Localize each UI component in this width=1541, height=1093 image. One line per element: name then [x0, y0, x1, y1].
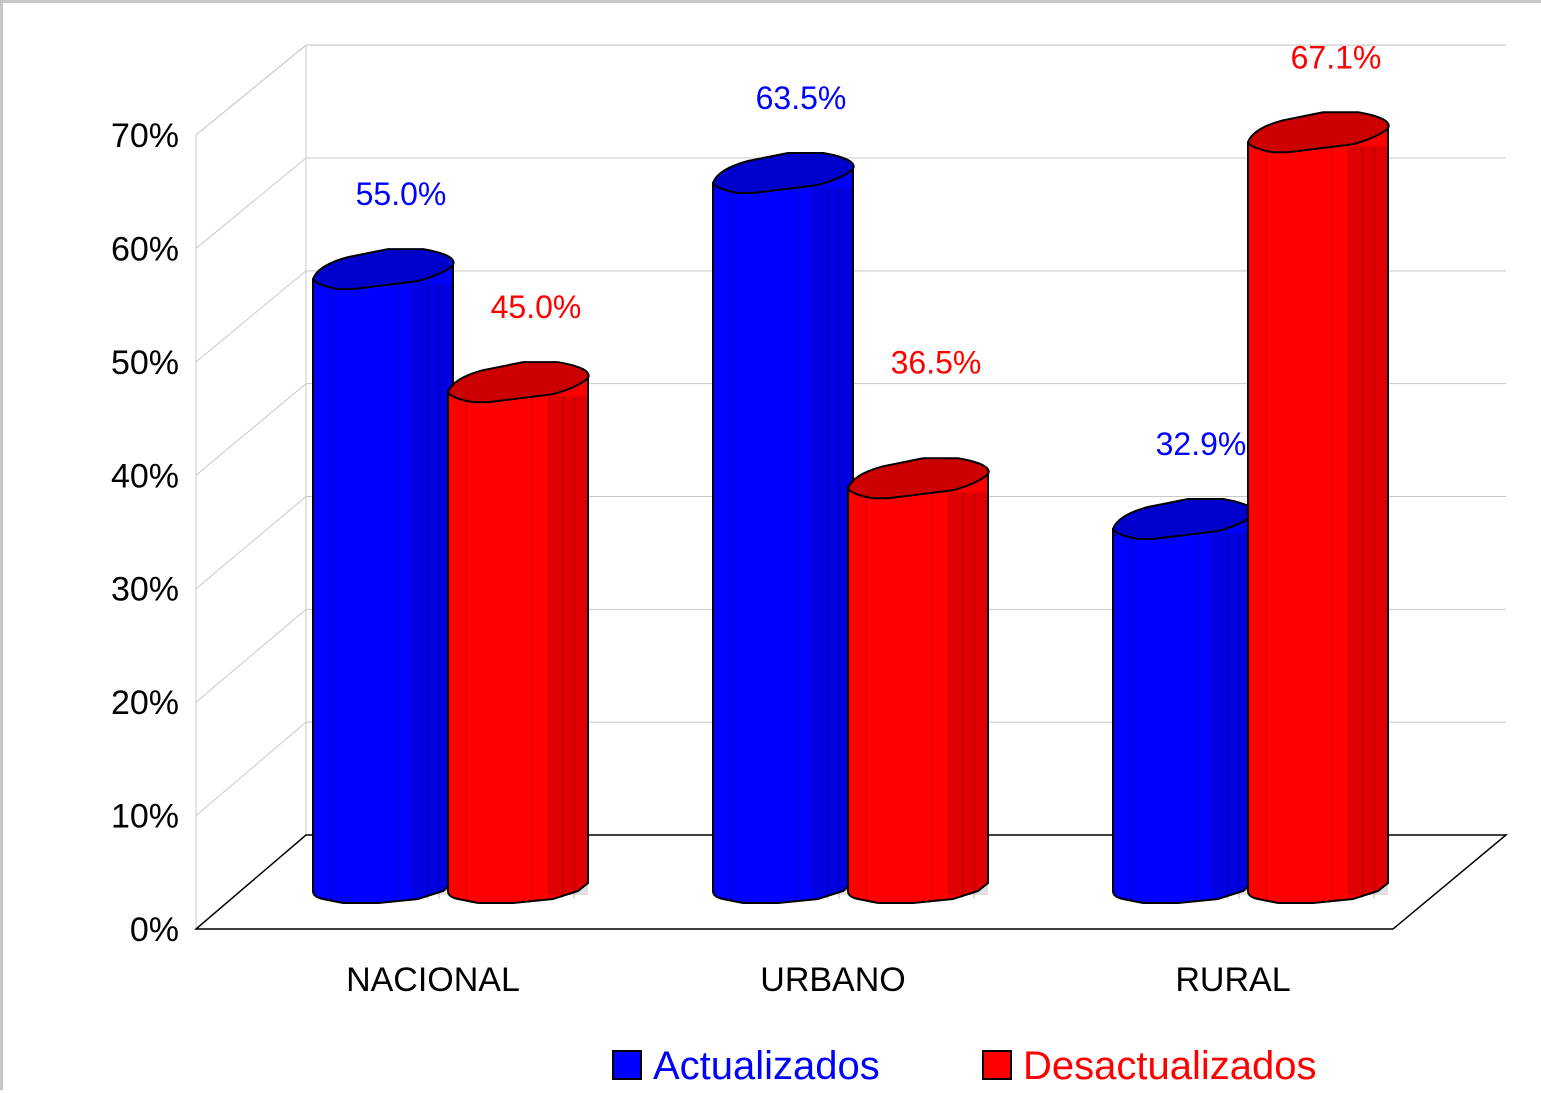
bar-body	[847, 473, 989, 904]
legend-swatch	[982, 1050, 1012, 1080]
y-axis-ticks: 0% 10% 20% 30% 40% 50% 60% 70%	[111, 117, 179, 949]
y-tick-label: 50%	[111, 344, 179, 382]
bar-top	[846, 457, 990, 500]
gridline-side	[195, 383, 307, 476]
y-tick-label: 10%	[111, 798, 179, 836]
bar-top	[446, 361, 590, 404]
legend-swatch	[612, 1050, 642, 1080]
legend-label: Actualizados	[653, 1044, 880, 1088]
floor	[193, 834, 1509, 930]
legend: Actualizados Desactualizados	[612, 1044, 1317, 1088]
x-axis-ticks: NACIONAL URBANO RURAL	[346, 961, 1291, 999]
bar-actualizados-nacional	[311, 248, 455, 904]
bars	[311, 111, 1390, 904]
x-tick-label: URBANO	[760, 961, 905, 999]
bar-top	[1246, 111, 1390, 154]
bar-desactualizados-rural	[1246, 111, 1390, 904]
gridline-side	[195, 44, 307, 136]
bar-top	[311, 248, 455, 291]
y-tick-label: 70%	[111, 117, 179, 155]
bar-body	[312, 264, 454, 904]
bar-actualizados-urbano	[711, 152, 855, 904]
y-tick-label: 60%	[111, 230, 179, 268]
data-label: 55.0%	[356, 176, 447, 212]
bar-chart: 0% 10% 20% 30% 40% 50% 60% 70% 55.0% 45.0% 63.5% 3…	[111, 39, 1509, 1088]
gridline-side	[195, 721, 307, 816]
bar-shade	[1213, 532, 1253, 895]
bar-desactualizados-nacional	[446, 361, 590, 904]
bar-desactualizados-urbano	[846, 457, 990, 904]
gridline-side	[195, 270, 307, 363]
data-label: 32.9%	[1156, 426, 1247, 462]
bar-shade	[1348, 146, 1388, 895]
bar-shade	[813, 187, 853, 895]
bar-top	[711, 152, 855, 194]
bar-body	[1112, 513, 1254, 904]
bar-shade	[548, 396, 588, 895]
bar-shade	[948, 492, 988, 895]
gridline-side	[195, 608, 307, 703]
data-label: 67.1%	[1291, 39, 1382, 75]
bar-shade	[413, 283, 453, 895]
bar-body	[1247, 127, 1389, 904]
bar-body	[712, 167, 854, 904]
bar-actualizados-rural	[1111, 497, 1255, 904]
gridline-side	[195, 157, 307, 249]
gridline-side	[195, 496, 307, 590]
data-label: 45.0%	[491, 289, 582, 325]
data-label: 36.5%	[891, 344, 982, 380]
y-tick-label: 0%	[130, 911, 179, 949]
y-tick-label: 30%	[111, 571, 179, 609]
data-labels: 55.0% 45.0% 63.5% 36.5% 32.9% 67.1%	[356, 39, 1382, 462]
y-tick-label: 40%	[111, 457, 179, 495]
x-tick-label: NACIONAL	[346, 961, 520, 999]
legend-label: Desactualizados	[1023, 1044, 1317, 1088]
bar-body	[447, 377, 589, 904]
x-tick-label: RURAL	[1175, 961, 1290, 999]
data-label: 63.5%	[756, 80, 847, 116]
y-tick-label: 20%	[111, 684, 179, 722]
